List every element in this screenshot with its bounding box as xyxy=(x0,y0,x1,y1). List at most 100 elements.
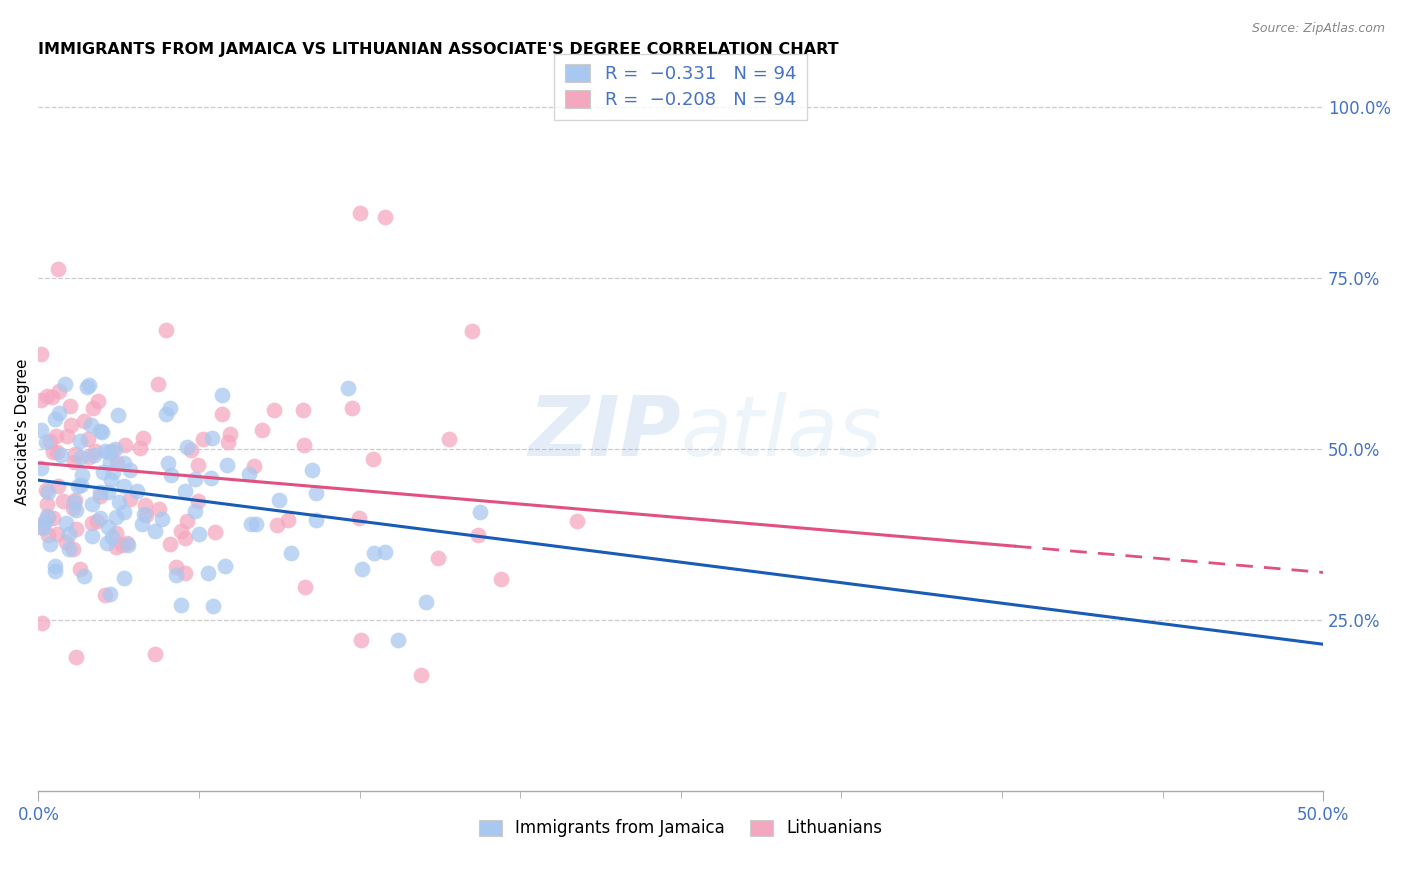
Point xyxy=(89,424,111,438)
Point xyxy=(201,431,224,445)
Point xyxy=(211,388,233,402)
Point xyxy=(187,458,209,473)
Point xyxy=(215,458,238,473)
Point xyxy=(349,206,371,220)
Point xyxy=(155,323,177,337)
Point xyxy=(63,447,86,461)
Point xyxy=(245,516,267,531)
Point xyxy=(91,465,114,479)
Point xyxy=(242,459,264,474)
Point xyxy=(437,433,460,447)
Point xyxy=(35,388,58,402)
Point xyxy=(82,497,104,511)
Point xyxy=(100,473,122,487)
Point xyxy=(269,492,291,507)
Point xyxy=(165,568,187,582)
Point xyxy=(44,412,66,426)
Point xyxy=(69,434,91,449)
Point xyxy=(200,471,222,485)
Point xyxy=(63,493,86,508)
Point xyxy=(374,210,396,224)
Point xyxy=(107,408,129,422)
Point xyxy=(173,566,195,580)
Point xyxy=(238,467,260,481)
Text: ZIP: ZIP xyxy=(529,392,681,473)
Point xyxy=(214,559,236,574)
Point xyxy=(117,538,139,552)
Point xyxy=(107,495,129,509)
Point xyxy=(55,516,77,530)
Point xyxy=(98,586,121,600)
Point xyxy=(291,403,314,417)
Point xyxy=(104,442,127,457)
Point xyxy=(34,515,56,529)
Point xyxy=(155,407,177,421)
Point xyxy=(103,465,125,479)
Point xyxy=(112,479,135,493)
Point xyxy=(97,519,120,533)
Point xyxy=(30,461,52,475)
Point xyxy=(62,501,84,516)
Point xyxy=(37,485,59,500)
Point xyxy=(41,390,63,404)
Point xyxy=(143,647,166,661)
Point xyxy=(467,528,489,542)
Point xyxy=(89,485,111,500)
Text: atlas: atlas xyxy=(681,392,883,473)
Point xyxy=(184,504,207,518)
Point xyxy=(63,454,86,468)
Point xyxy=(96,536,118,550)
Point xyxy=(170,598,193,612)
Point xyxy=(202,599,225,613)
Point xyxy=(37,497,59,511)
Y-axis label: Associate's Degree: Associate's Degree xyxy=(15,359,30,506)
Point xyxy=(44,559,66,574)
Point xyxy=(350,562,373,576)
Point xyxy=(42,444,65,458)
Point xyxy=(468,505,491,519)
Point xyxy=(35,483,58,497)
Point xyxy=(80,529,103,543)
Point xyxy=(98,454,121,468)
Point xyxy=(44,565,66,579)
Point xyxy=(180,442,202,457)
Point xyxy=(183,472,205,486)
Point xyxy=(104,526,127,541)
Point xyxy=(83,448,105,462)
Point xyxy=(77,450,100,464)
Text: Source: ZipAtlas.com: Source: ZipAtlas.com xyxy=(1251,22,1385,36)
Point xyxy=(58,527,80,541)
Point xyxy=(87,394,110,409)
Point xyxy=(59,400,82,414)
Point xyxy=(97,485,120,500)
Point xyxy=(94,588,117,602)
Point xyxy=(30,423,52,437)
Point xyxy=(427,551,450,566)
Point xyxy=(114,438,136,452)
Point xyxy=(349,511,371,525)
Point xyxy=(58,542,80,557)
Point xyxy=(66,479,89,493)
Point xyxy=(32,521,55,535)
Point xyxy=(46,445,69,459)
Point xyxy=(219,427,242,442)
Point xyxy=(48,406,70,420)
Point xyxy=(112,456,135,470)
Point xyxy=(363,546,385,560)
Point xyxy=(280,546,302,560)
Point xyxy=(132,431,155,445)
Point xyxy=(70,468,93,483)
Point xyxy=(176,440,198,454)
Point xyxy=(266,518,288,533)
Point xyxy=(387,632,409,647)
Point xyxy=(240,516,263,531)
Point xyxy=(86,514,108,528)
Point xyxy=(115,536,138,550)
Point xyxy=(187,493,209,508)
Point xyxy=(157,456,180,470)
Point xyxy=(197,566,219,581)
Point xyxy=(204,524,226,539)
Point xyxy=(118,492,141,507)
Point xyxy=(120,463,142,477)
Point xyxy=(159,401,181,415)
